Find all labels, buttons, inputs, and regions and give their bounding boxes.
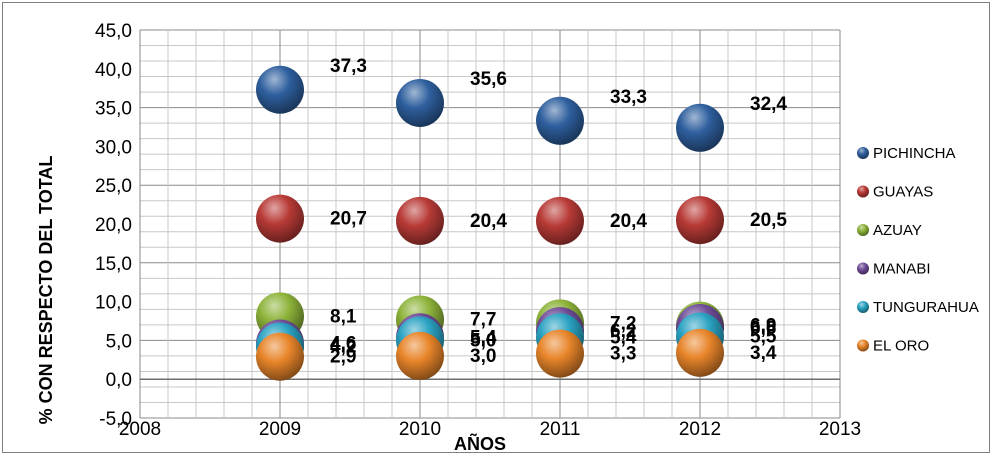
legend-label: PICHINCHA — [873, 145, 956, 162]
y-tick-label: 15,0 — [95, 254, 132, 275]
data-label: 7,2 — [610, 313, 636, 334]
x-tick-label: 2010 — [399, 419, 441, 440]
x-axis-title: AÑOS — [454, 433, 506, 454]
legend-item-azuay: AZUAY — [857, 222, 922, 239]
data-label: 6,9 — [750, 316, 776, 337]
data-label: 33,3 — [610, 87, 647, 108]
legend-item-pichincha: PICHINCHA — [857, 145, 956, 162]
legend-item-guayas: GUAYAS — [857, 184, 933, 201]
data-label: 6,2 — [610, 321, 636, 342]
legend-label: GUAYAS — [873, 184, 933, 201]
x-tick-label: 2009 — [259, 419, 301, 440]
y-tick-label: 5,0 — [106, 331, 132, 352]
bubble-el-oro — [396, 331, 444, 380]
bubble-pichincha — [256, 65, 304, 114]
legend-item-manabi: MANABI — [857, 261, 931, 278]
data-labels: 37,3 35,6 33,3 32,4 20,7 20,4 20,4 20,5 8,1 7,7 7,… — [330, 56, 787, 368]
legend-label: MANABI — [873, 261, 931, 278]
y-tick-label: 30,0 — [95, 137, 132, 158]
bubble-pichincha — [396, 78, 444, 127]
legend-label: TUNGURAHUA — [873, 299, 979, 316]
data-label: 3,4 — [750, 343, 777, 364]
y-axis-title: % CON RESPECTO DEL TOTAL — [36, 156, 56, 425]
data-label: 4,6 — [330, 334, 356, 355]
bubble-guayas — [536, 196, 584, 245]
data-label: 20,7 — [330, 209, 367, 230]
y-tick-label: 45,0 — [95, 21, 132, 42]
bubble-guayas — [676, 196, 724, 245]
y-tick-label: 25,0 — [95, 176, 132, 197]
bubble-el-oro — [256, 332, 304, 381]
data-label: 5,5 — [750, 327, 777, 348]
legend-marker — [857, 339, 869, 352]
x-tick-label: 2013 — [819, 419, 861, 440]
data-label: 8,1 — [330, 306, 357, 327]
legend-marker — [857, 301, 869, 313]
bubble-guayas — [396, 196, 444, 245]
data-label: 7,7 — [470, 309, 496, 330]
legend-marker — [857, 185, 869, 198]
data-label: 4,2 — [330, 337, 356, 358]
data-label: 35,6 — [470, 69, 507, 90]
legend-item-el-oro: EL ORO — [857, 338, 929, 355]
bubbles — [256, 65, 724, 381]
y-tick-label: 40,0 — [95, 60, 132, 81]
bubble-el-oro — [536, 329, 584, 378]
data-label: 20,4 — [610, 211, 647, 232]
legend: PICHINCHA GUAYAS AZUAY MANABI TUNGURAHUA EL O… — [857, 145, 979, 355]
legend-item-tungurahua: TUNGURAHUA — [857, 299, 979, 316]
data-label: 2,9 — [330, 347, 356, 368]
y-axis-ticks: -5,0 0,0 5,0 10,0 15,0 20,0 25,0 30,0 35,0 40,0 45… — [95, 21, 132, 430]
x-tick-label: 2008 — [119, 419, 161, 440]
x-tick-label: 2012 — [679, 419, 721, 440]
data-label: 5,4 — [610, 327, 637, 348]
bubble-pichincha — [536, 96, 584, 145]
bubble-pichincha — [676, 103, 724, 152]
data-label: 3,3 — [610, 344, 636, 365]
legend-marker — [857, 224, 869, 236]
y-tick-label: 0,0 — [106, 370, 132, 391]
data-label: 5,4 — [470, 327, 497, 348]
data-label: 5,0 — [470, 330, 496, 351]
data-label: 6,6 — [750, 318, 776, 339]
legend-label: AZUAY — [873, 222, 922, 239]
data-label: 37,3 — [330, 56, 367, 77]
data-label: 32,4 — [750, 94, 787, 115]
y-tick-label: 35,0 — [95, 99, 132, 120]
data-label: 20,5 — [750, 210, 787, 231]
legend-label: EL ORO — [873, 338, 929, 355]
x-axis-ticks: 2008 2009 2010 2011 2012 2013 — [119, 419, 861, 440]
y-tick-label: 10,0 — [95, 293, 132, 314]
bubble-el-oro — [676, 328, 724, 377]
x-tick-label: 2011 — [540, 419, 581, 440]
y-tick-label: 20,0 — [95, 215, 132, 236]
data-label: 3,0 — [470, 346, 496, 367]
y-tick-label: -5,0 — [99, 409, 132, 430]
bubble-guayas — [256, 194, 304, 243]
legend-marker — [857, 147, 869, 159]
legend-marker — [857, 262, 869, 275]
data-label: 20,4 — [470, 211, 507, 232]
